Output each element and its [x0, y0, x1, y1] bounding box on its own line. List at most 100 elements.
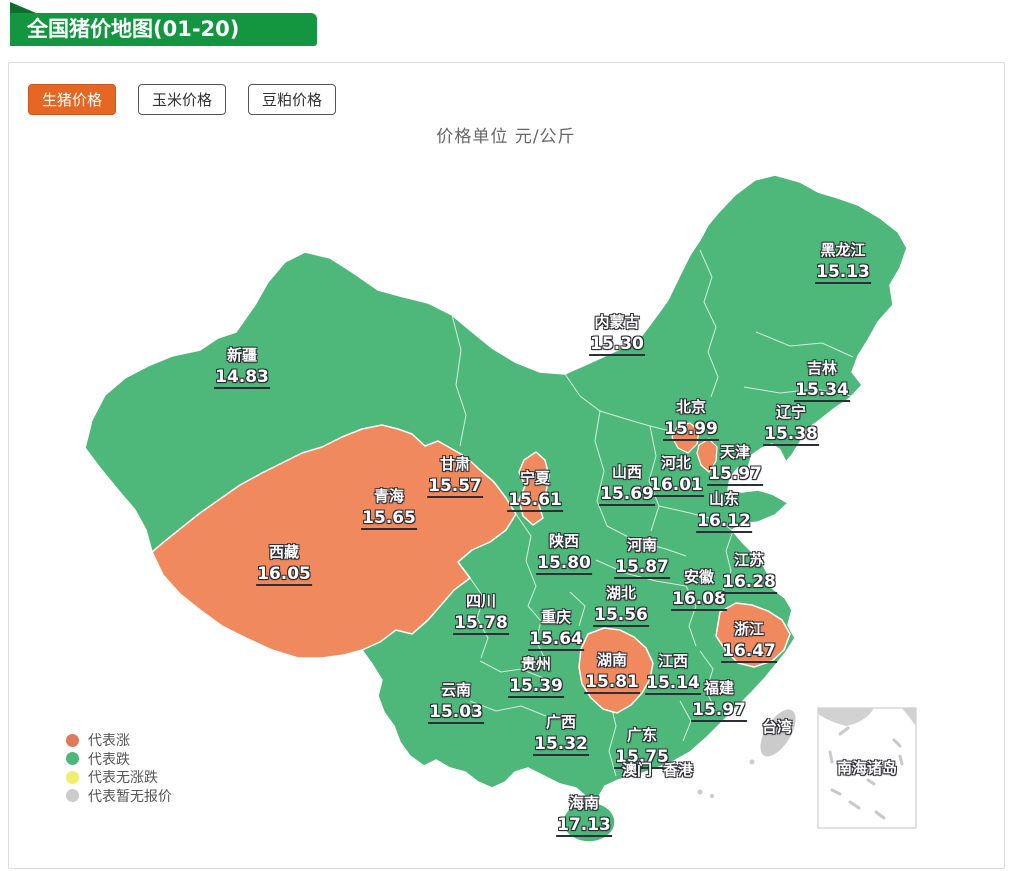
legend-item: 代表涨: [66, 731, 172, 750]
province-name: 陕西: [548, 532, 579, 550]
province-price: 16.47: [721, 641, 777, 663]
province-name: 福建: [703, 679, 734, 697]
province-label[interactable]: 山东 16.12: [696, 488, 752, 533]
province-label[interactable]: 青海 15.65: [361, 485, 417, 530]
province-label[interactable]: 贵州 15.39: [508, 653, 564, 698]
province-price: 15.39: [508, 676, 564, 698]
province-price: 15.69: [599, 484, 655, 506]
province-label[interactable]: 黑龙江 15.13: [815, 239, 871, 284]
province-price: 15.80: [536, 553, 592, 575]
legend-color-dot: [66, 789, 79, 803]
province-label[interactable]: 安徽 16.08: [671, 566, 727, 611]
province-price: 16.12: [696, 511, 752, 533]
province-price: 15.56: [593, 605, 649, 627]
province-label[interactable]: 山西 15.69: [599, 461, 655, 506]
province-price: 15.14: [645, 673, 701, 695]
province-label[interactable]: 西藏 16.05: [256, 541, 312, 586]
territory-label[interactable]: 南海诸岛: [837, 757, 897, 779]
province-price: 16.28: [721, 572, 777, 594]
province-label[interactable]: 广东 15.75: [614, 724, 670, 769]
province-name: 安徽: [683, 568, 714, 586]
province-name: 新疆: [226, 346, 257, 364]
province-label[interactable]: 河北 16.01: [648, 452, 704, 497]
tab-corn-price[interactable]: 玉米价格: [138, 84, 227, 115]
province-price: 15.99: [663, 419, 719, 441]
province-name: 吉林: [806, 359, 837, 377]
province-label[interactable]: 宁夏 15.61: [507, 467, 563, 512]
legend-color-dot: [66, 752, 79, 766]
territory-label[interactable]: 香港: [663, 759, 693, 781]
legend-item: 代表无涨跌: [66, 768, 172, 787]
territory-name: 台湾: [761, 718, 793, 736]
province-price: 14.83: [214, 367, 270, 389]
province-price: 15.30: [589, 334, 645, 356]
province-label[interactable]: 湖北 15.56: [593, 582, 649, 627]
province-label[interactable]: 重庆 15.64: [528, 606, 584, 651]
province-label[interactable]: 江苏 16.28: [721, 549, 777, 594]
province-price: 15.64: [528, 629, 584, 651]
province-label[interactable]: 江西 15.14: [645, 650, 701, 695]
province-price: 15.03: [428, 702, 484, 724]
province-price: 16.05: [256, 564, 312, 586]
tab-soybean-meal-price[interactable]: 豆粕价格: [248, 84, 337, 115]
province-label[interactable]: 吉林 15.34: [794, 357, 850, 402]
province-name: 湖北: [605, 584, 636, 602]
province-label[interactable]: 天津 15.97: [707, 441, 763, 486]
price-type-tabs: 生猪价格 玉米价格 豆粕价格: [28, 84, 337, 115]
province-name: 海南: [568, 794, 599, 812]
province-label[interactable]: 北京 15.99: [663, 396, 719, 441]
province-label[interactable]: 甘肃 15.57: [427, 453, 483, 498]
territory-name: 澳门: [621, 761, 653, 779]
province-label[interactable]: 海南 17.13: [556, 792, 612, 837]
legend-item: 代表跌: [66, 750, 172, 769]
map-region-beijing[interactable]: [671, 422, 700, 454]
tab-live-pig-price[interactable]: 生猪价格: [28, 84, 117, 115]
province-label[interactable]: 辽宁 15.38: [763, 401, 819, 446]
territory-label[interactable]: 台湾: [762, 716, 792, 738]
province-label[interactable]: 四川 15.78: [453, 590, 509, 635]
south-china-sea-inset: [817, 707, 917, 829]
page-title: 全国猪价地图(01-20): [10, 13, 317, 46]
province-label[interactable]: 湖南 15.81: [584, 649, 640, 694]
province-price: 15.65: [361, 508, 417, 530]
province-price: 15.13: [815, 262, 871, 284]
province-label[interactable]: 内蒙古 15.30: [589, 311, 645, 356]
legend-label: 代表涨: [88, 733, 130, 750]
province-label[interactable]: 陕西 15.80: [536, 530, 592, 575]
map-region-ningxia[interactable]: [518, 451, 550, 526]
province-price: 15.87: [614, 557, 670, 579]
map-region-hainan[interactable]: [562, 801, 616, 843]
territory-name: 香港: [662, 761, 694, 779]
legend-color-dot: [66, 770, 79, 784]
legend-label: 代表跌: [88, 751, 130, 768]
province-label[interactable]: 新疆 14.83: [214, 344, 270, 389]
province-price: 16.01: [648, 475, 704, 497]
map-region-tibet-qinghai-gansu[interactable]: [151, 424, 517, 659]
province-name: 江苏: [733, 551, 764, 569]
map-region-hunan[interactable]: [578, 627, 654, 714]
province-name: 广东: [626, 726, 657, 744]
province-name: 重庆: [540, 608, 571, 626]
province-label[interactable]: 浙江 16.47: [721, 618, 777, 663]
province-label[interactable]: 云南 15.03: [428, 679, 484, 724]
province-name: 内蒙古: [594, 313, 640, 331]
legend-color-dot: [66, 733, 79, 747]
province-price: 15.97: [707, 464, 763, 486]
legend-label: 代表无涨跌: [88, 770, 158, 787]
province-label[interactable]: 河南 15.87: [614, 534, 670, 579]
ribbon-fold-decoration: [10, 2, 36, 13]
province-name: 湖南: [596, 651, 627, 669]
province-label[interactable]: 广西 15.32: [533, 711, 589, 756]
province-name: 宁夏: [519, 469, 550, 487]
map-region-zhejiang[interactable]: [715, 602, 791, 668]
territory-label[interactable]: 澳门: [622, 759, 652, 781]
legend: 代表涨 代表跌 代表无涨跌 代表暂无报价: [66, 731, 172, 805]
province-name: 辽宁: [775, 403, 806, 421]
map-region-taiwan[interactable]: [753, 703, 804, 763]
province-name: 北京: [675, 398, 706, 416]
province-borders: [451, 249, 854, 777]
province-label[interactable]: 福建 15.97: [691, 677, 747, 722]
